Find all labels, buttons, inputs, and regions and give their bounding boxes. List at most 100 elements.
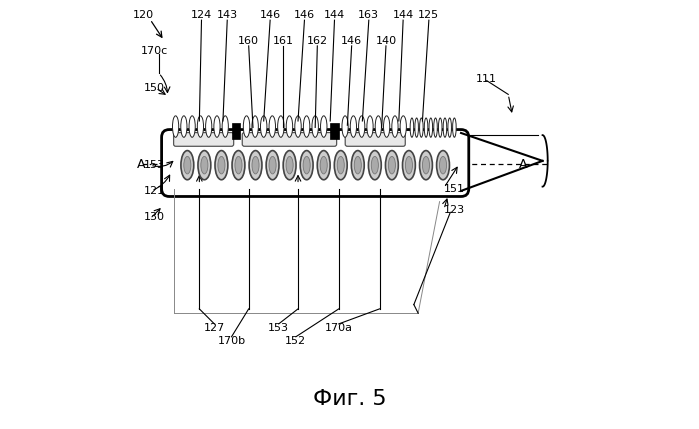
- Ellipse shape: [252, 157, 259, 174]
- Ellipse shape: [198, 151, 211, 180]
- Ellipse shape: [337, 157, 345, 174]
- FancyBboxPatch shape: [345, 133, 405, 146]
- Text: 130: 130: [143, 211, 164, 222]
- Ellipse shape: [434, 118, 438, 137]
- Text: 153: 153: [143, 160, 164, 170]
- Text: 111: 111: [476, 74, 497, 85]
- Ellipse shape: [312, 116, 319, 137]
- Text: 121: 121: [143, 186, 165, 196]
- Ellipse shape: [269, 116, 275, 137]
- Text: 123: 123: [444, 205, 465, 215]
- Ellipse shape: [392, 116, 398, 137]
- Ellipse shape: [415, 118, 419, 137]
- Text: 152: 152: [285, 336, 306, 346]
- Ellipse shape: [286, 116, 293, 137]
- Ellipse shape: [367, 116, 373, 137]
- Text: 160: 160: [238, 36, 259, 46]
- Ellipse shape: [206, 116, 212, 137]
- FancyBboxPatch shape: [243, 133, 337, 146]
- Text: 144: 144: [324, 10, 345, 20]
- Ellipse shape: [453, 118, 456, 137]
- Text: 162: 162: [307, 36, 328, 46]
- Bar: [231, 123, 240, 139]
- Text: 151: 151: [444, 184, 465, 194]
- Ellipse shape: [295, 116, 301, 137]
- Ellipse shape: [266, 151, 279, 180]
- Ellipse shape: [352, 151, 364, 180]
- Ellipse shape: [283, 151, 296, 180]
- Ellipse shape: [232, 151, 245, 180]
- Text: 143: 143: [217, 10, 238, 20]
- Ellipse shape: [184, 157, 191, 174]
- Text: 120: 120: [133, 10, 154, 20]
- Ellipse shape: [201, 157, 208, 174]
- Ellipse shape: [218, 157, 225, 174]
- Ellipse shape: [197, 116, 203, 137]
- Ellipse shape: [278, 116, 284, 137]
- Ellipse shape: [443, 118, 447, 137]
- Text: 144: 144: [393, 10, 414, 20]
- FancyBboxPatch shape: [161, 130, 469, 196]
- Ellipse shape: [243, 116, 250, 137]
- Text: 146: 146: [259, 10, 281, 20]
- Ellipse shape: [303, 157, 310, 174]
- Ellipse shape: [249, 151, 262, 180]
- Ellipse shape: [214, 116, 220, 137]
- Text: 140: 140: [375, 36, 396, 46]
- Ellipse shape: [359, 116, 365, 137]
- Ellipse shape: [350, 116, 356, 137]
- Ellipse shape: [410, 118, 414, 137]
- Text: 146: 146: [341, 36, 362, 46]
- Ellipse shape: [422, 157, 429, 174]
- Ellipse shape: [437, 151, 449, 180]
- Ellipse shape: [368, 151, 381, 180]
- Text: 150: 150: [144, 83, 165, 93]
- Text: 170c: 170c: [140, 46, 168, 57]
- Ellipse shape: [403, 151, 415, 180]
- Ellipse shape: [215, 151, 228, 180]
- Ellipse shape: [269, 157, 276, 174]
- Ellipse shape: [252, 116, 259, 137]
- Ellipse shape: [384, 116, 390, 137]
- Ellipse shape: [181, 151, 194, 180]
- Ellipse shape: [189, 116, 195, 137]
- Text: 146: 146: [294, 10, 315, 20]
- Ellipse shape: [317, 151, 330, 180]
- Text: A: A: [519, 158, 528, 171]
- Ellipse shape: [419, 118, 423, 137]
- Ellipse shape: [181, 116, 187, 137]
- Text: A: A: [137, 158, 145, 171]
- Ellipse shape: [385, 151, 398, 180]
- Text: 170b: 170b: [217, 336, 245, 346]
- FancyBboxPatch shape: [173, 133, 233, 146]
- Ellipse shape: [400, 116, 406, 137]
- Ellipse shape: [342, 116, 348, 137]
- Ellipse shape: [371, 157, 378, 174]
- Text: Фиг. 5: Фиг. 5: [312, 389, 387, 409]
- Text: 127: 127: [203, 323, 225, 333]
- Ellipse shape: [173, 116, 179, 137]
- Ellipse shape: [424, 118, 428, 137]
- Ellipse shape: [222, 116, 229, 137]
- Text: 163: 163: [359, 10, 380, 20]
- Ellipse shape: [354, 157, 361, 174]
- Ellipse shape: [405, 157, 412, 174]
- Ellipse shape: [320, 157, 327, 174]
- Ellipse shape: [235, 157, 242, 174]
- Ellipse shape: [429, 118, 433, 137]
- Text: 125: 125: [418, 10, 440, 20]
- Ellipse shape: [321, 116, 327, 137]
- Ellipse shape: [448, 118, 452, 137]
- Text: 124: 124: [191, 10, 212, 20]
- Ellipse shape: [438, 118, 442, 137]
- Text: 170a: 170a: [325, 323, 353, 333]
- Ellipse shape: [301, 151, 313, 180]
- Ellipse shape: [261, 116, 267, 137]
- Ellipse shape: [440, 157, 447, 174]
- Ellipse shape: [375, 116, 382, 137]
- Ellipse shape: [303, 116, 310, 137]
- Bar: [330, 123, 339, 139]
- Text: 153: 153: [268, 323, 289, 333]
- Text: 161: 161: [273, 36, 294, 46]
- Ellipse shape: [389, 157, 396, 174]
